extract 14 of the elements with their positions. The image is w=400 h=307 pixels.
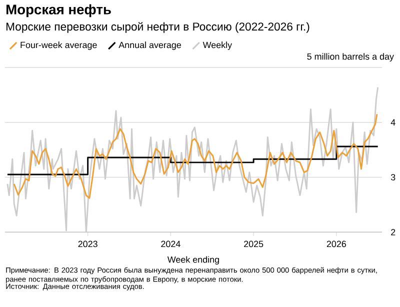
chart-title: Морская нефть xyxy=(6,4,111,18)
legend-label: Annual average xyxy=(118,42,181,50)
y-tick-label: 4 xyxy=(390,119,396,126)
y-tick-label: 3 xyxy=(390,174,396,181)
y-tick-label: 2 xyxy=(391,229,396,236)
x-tick-label: 2025 xyxy=(244,240,264,248)
chart-subtitle: Морские перевозки сырой нефти в Россию (2022-2026 гг.) xyxy=(6,22,310,34)
legend-label: Weekly xyxy=(202,42,232,50)
legend-label: Four-week average xyxy=(20,42,97,50)
y-tick-label: 5 million barrels a day xyxy=(307,53,394,62)
x-tick-label: 2024 xyxy=(161,240,180,248)
x-tick-label: 2026 xyxy=(326,240,346,248)
x-axis-title: Week ending xyxy=(167,256,219,265)
x-tick-label: 2023 xyxy=(78,240,98,248)
